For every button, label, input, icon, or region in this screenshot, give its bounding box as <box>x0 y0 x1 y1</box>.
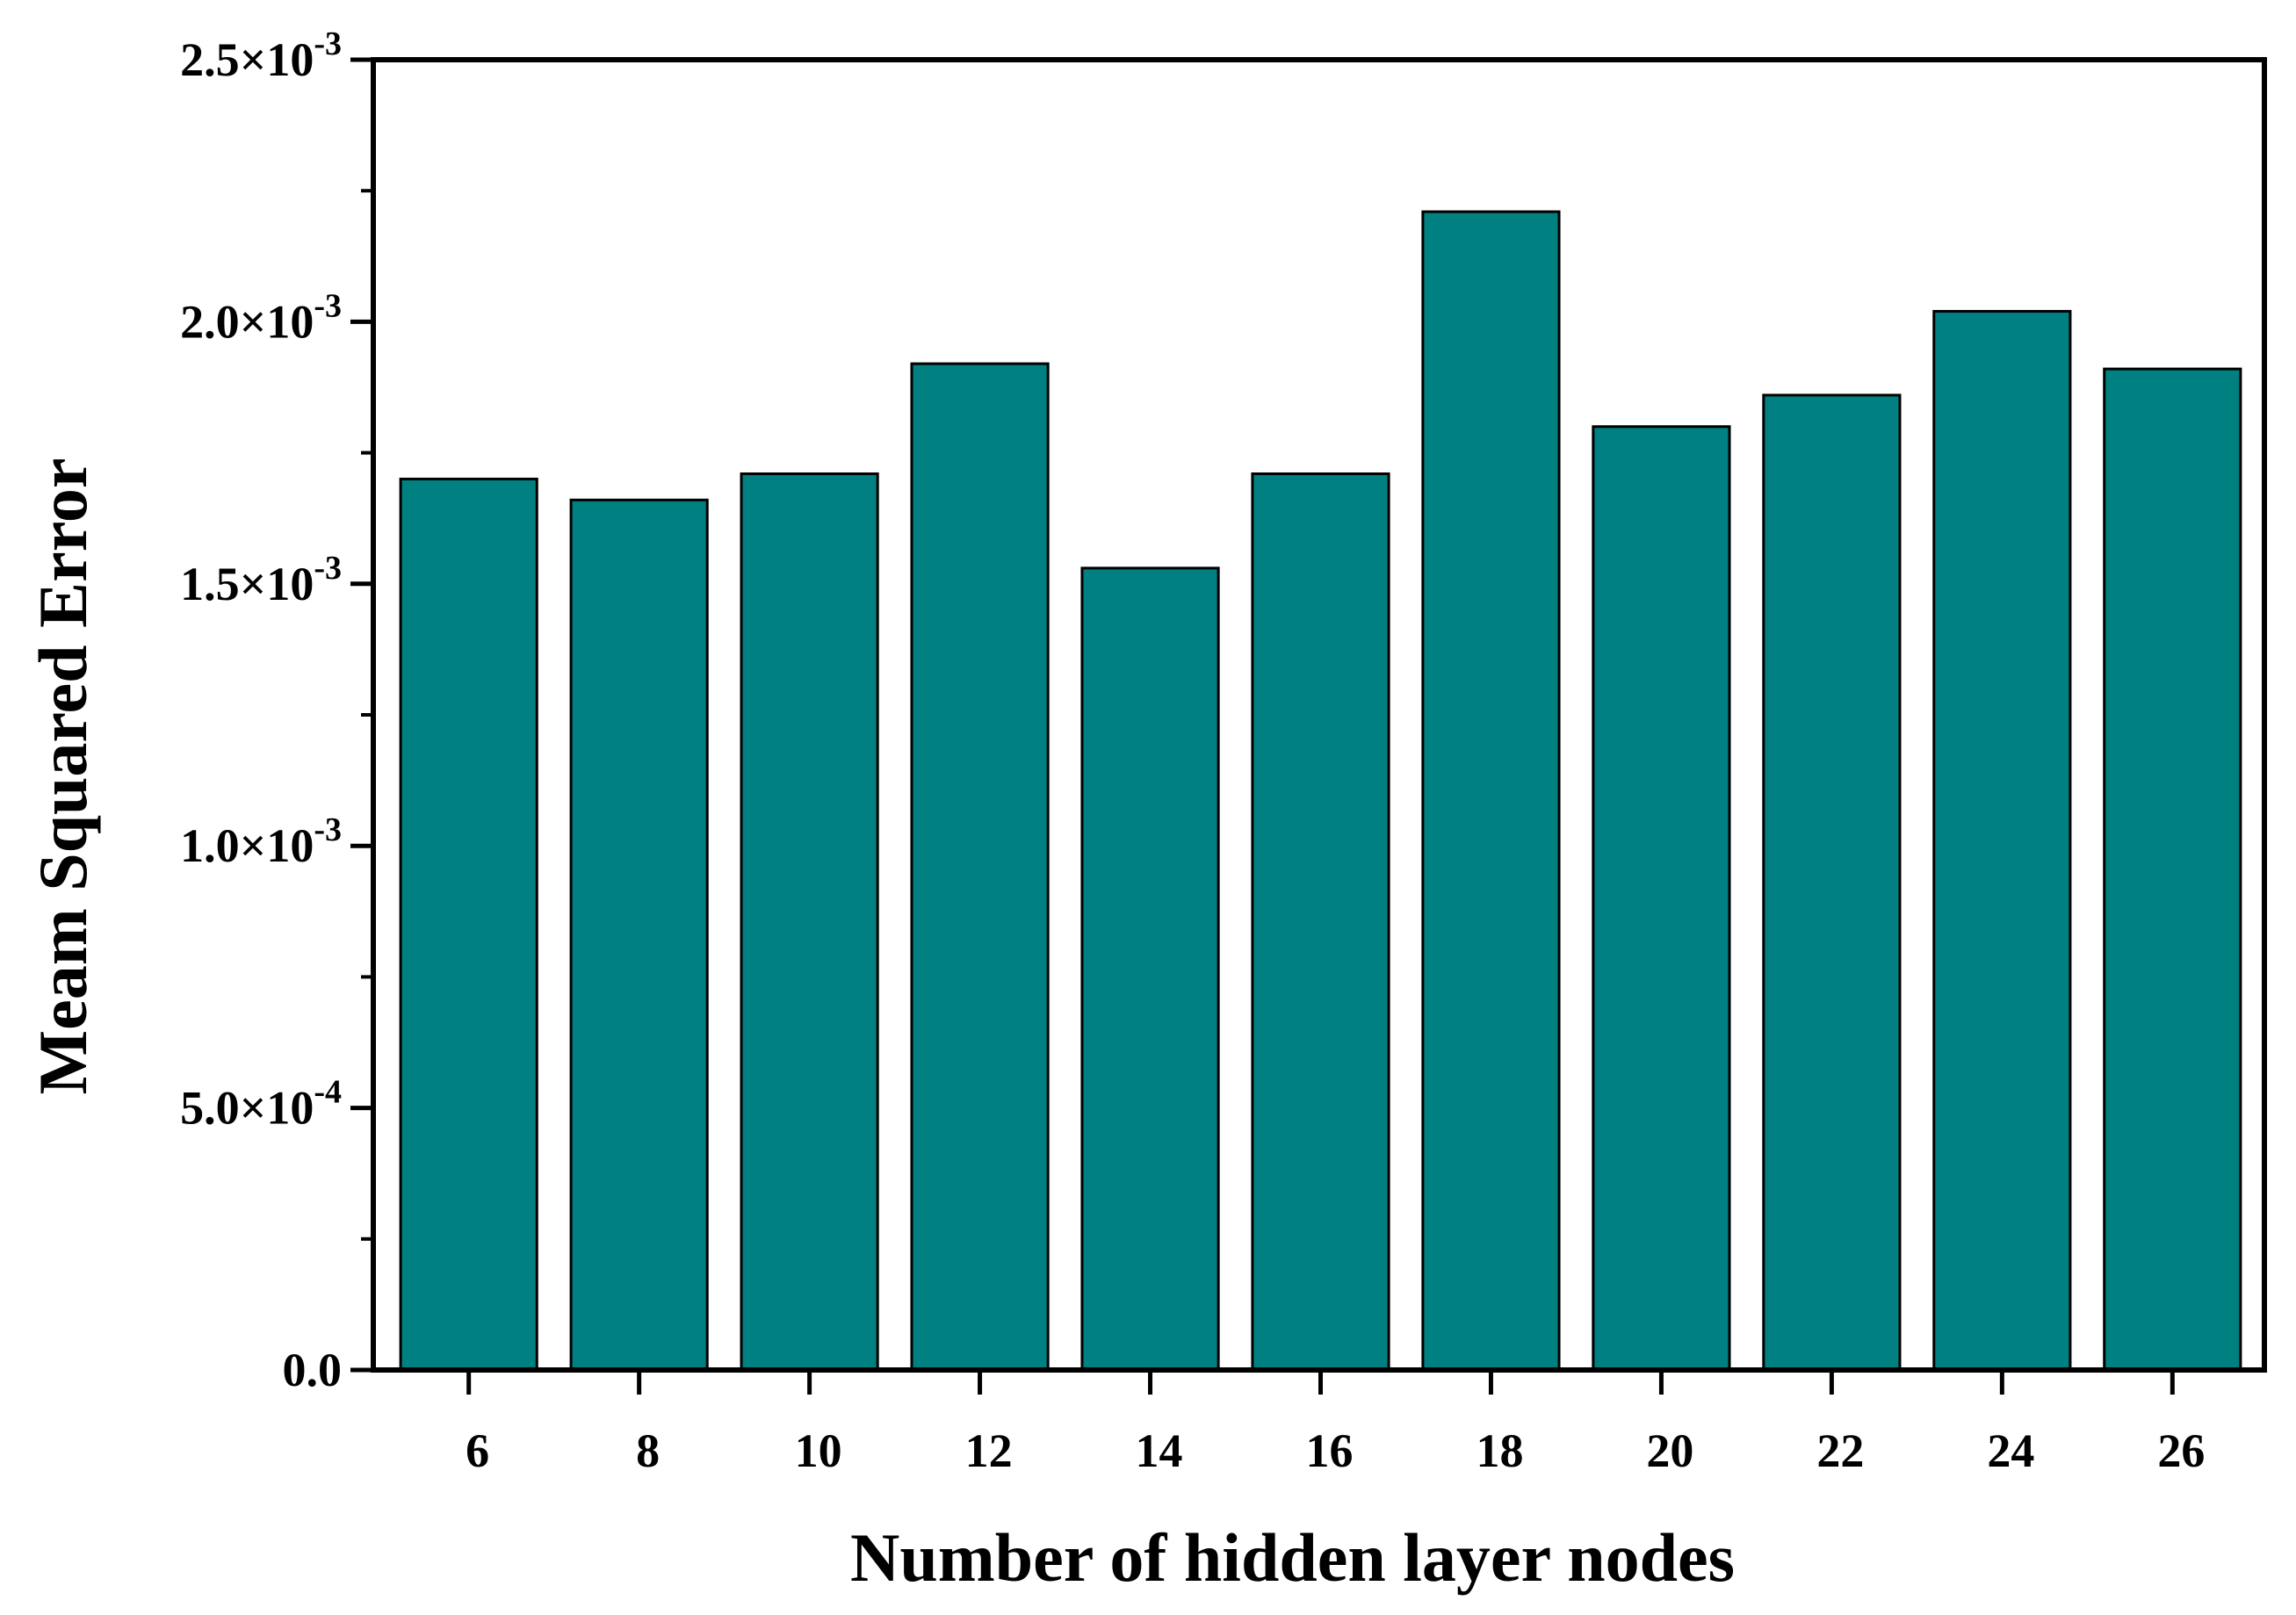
y-tick-label: 1.0×10-3 <box>180 811 342 872</box>
y-axis-title: Meam Squared Error <box>25 458 101 1094</box>
x-tick-label: 26 <box>2157 1424 2205 1477</box>
bars-layer <box>399 210 2242 1372</box>
y-tick-mantissa: 2.0×10 <box>180 295 314 348</box>
y-tick-label: 1.5×10-3 <box>180 550 342 610</box>
y-axis: 0.05.0×10-41.0×10-31.5×10-32.0×10-32.5×1… <box>180 25 373 1396</box>
x-tick-label: 16 <box>1306 1424 1354 1477</box>
y-tick-label: 2.5×10-3 <box>180 25 342 86</box>
y-tick-exponent: -4 <box>314 1074 342 1111</box>
bar-10 <box>740 472 879 1372</box>
y-tick-mantissa: 1.0×10 <box>180 819 314 872</box>
x-axis-title: Number of hidden layer nodes <box>850 1519 1735 1596</box>
x-tick-label: 8 <box>636 1424 660 1477</box>
x-tick-label: 12 <box>965 1424 1013 1477</box>
bar-26 <box>2103 367 2242 1372</box>
y-tick-label: 5.0×10-4 <box>180 1074 342 1135</box>
x-tick-label: 24 <box>1987 1424 2034 1477</box>
x-tick-label: 18 <box>1476 1424 1523 1477</box>
x-tick-label: 14 <box>1136 1424 1183 1477</box>
bar-14 <box>1080 566 1220 1372</box>
y-tick-mantissa: 5.0×10 <box>180 1082 314 1135</box>
y-tick-mantissa: 2.5×10 <box>180 33 314 86</box>
bar-20 <box>1592 425 1731 1372</box>
bar-8 <box>569 498 709 1372</box>
bar-22 <box>1762 393 1902 1372</box>
y-tick-label: 0.0 <box>283 1344 343 1396</box>
x-tick-label: 20 <box>1646 1424 1693 1477</box>
y-tick-mantissa: 1.5×10 <box>180 558 314 610</box>
bar-12 <box>910 362 1050 1372</box>
y-tick-label: 2.0×10-3 <box>180 287 342 348</box>
x-tick-label: 6 <box>466 1424 489 1477</box>
y-tick-exponent: -3 <box>314 811 342 848</box>
x-axis: 6 8 10 12 14 16 18 20 22 24 26 <box>466 1370 2205 1477</box>
bar-18 <box>1421 210 1561 1372</box>
y-tick-exponent: -3 <box>314 550 342 587</box>
y-tick-exponent: -3 <box>314 25 342 62</box>
x-tick-label: 10 <box>795 1424 842 1477</box>
bar-6 <box>399 477 538 1372</box>
y-tick-exponent: -3 <box>314 287 342 324</box>
x-tick-label: 22 <box>1816 1424 1864 1477</box>
y-tick-mantissa: 0.0 <box>283 1344 343 1396</box>
bar-16 <box>1251 472 1390 1372</box>
bar-24 <box>1932 309 2072 1372</box>
